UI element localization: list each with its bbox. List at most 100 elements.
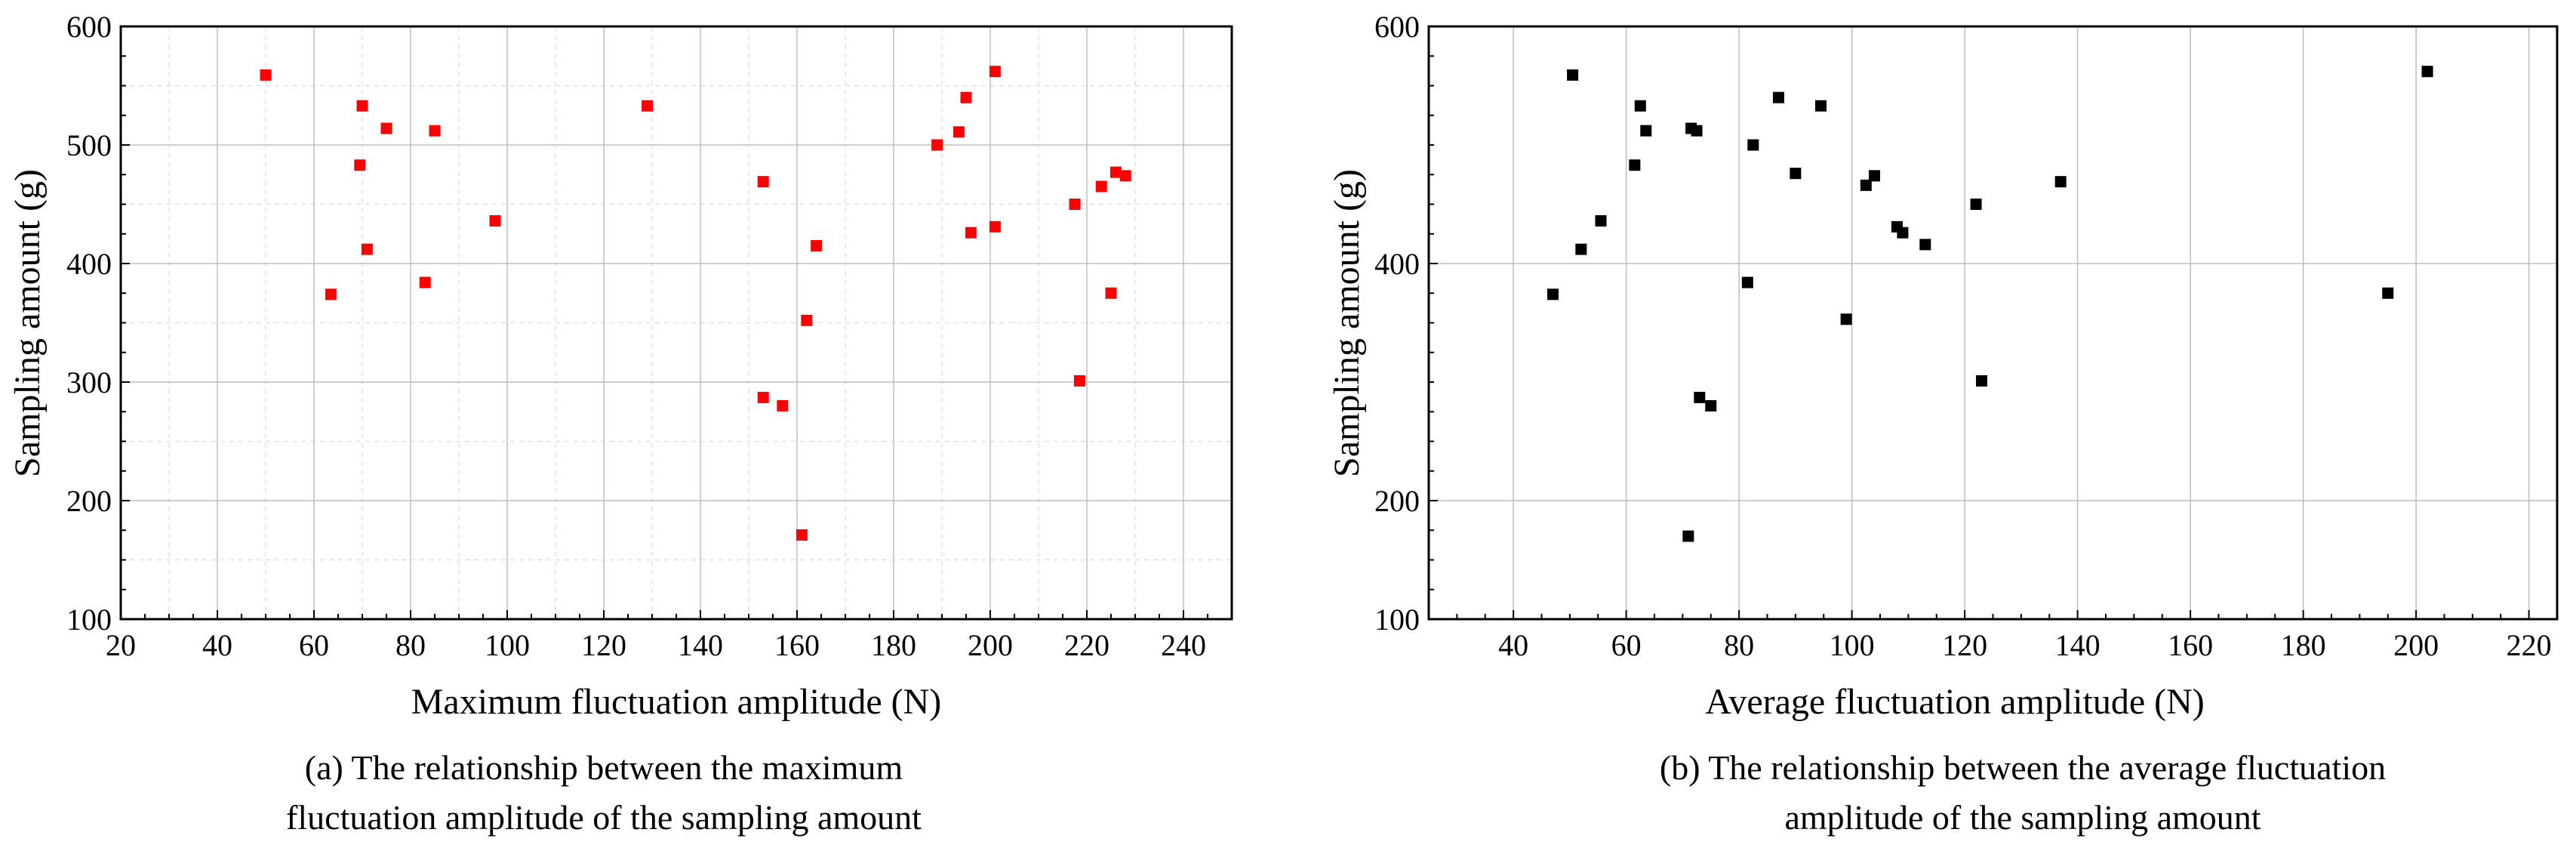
data-point [1682, 530, 1694, 542]
data-point [989, 66, 1001, 78]
data-point [642, 100, 654, 112]
x-tick-label: 40 [202, 628, 232, 662]
panel-a-scatter-plot: 20 40 60 80 100 120 140 160 180 200 220 240 100 200 30… [8, 10, 1233, 837]
data-point [953, 126, 965, 138]
data-point [2421, 66, 2433, 78]
data-point [380, 122, 392, 134]
panel-a-y-axis-label: Sampling amount (g) [8, 169, 48, 477]
data-point [960, 91, 972, 103]
panel-b-data-points [1547, 66, 2433, 542]
data-point [1073, 375, 1085, 387]
data-point [429, 125, 441, 137]
data-point [811, 239, 823, 251]
data-point [965, 227, 977, 239]
data-point [1970, 199, 1982, 210]
x-tick-label: 100 [485, 628, 530, 662]
x-tick-label: 180 [871, 628, 916, 662]
data-point [1919, 239, 1931, 251]
x-tick-label: 120 [1942, 628, 1987, 662]
data-point [1747, 139, 1759, 151]
data-point [1567, 69, 1579, 81]
y-tick-label: 600 [66, 10, 112, 44]
x-tick-label: 180 [2281, 628, 2326, 662]
y-tick-label: 400 [66, 247, 112, 281]
data-point [325, 288, 337, 301]
data-point [2054, 176, 2067, 188]
data-point [1869, 170, 1881, 182]
data-point [1634, 100, 1646, 112]
panel-b-caption-line-2: amplitude of the sampling amount [1784, 798, 2261, 837]
panel-a-plot-frame [119, 25, 1233, 621]
panel-a-data-points [260, 66, 1131, 541]
panel-a-caption-line-1: (a) The relationship between the maximum [305, 748, 903, 787]
y-tick-label: 200 [1374, 484, 1420, 518]
data-point [757, 391, 769, 403]
x-tick-label: 80 [395, 628, 426, 662]
panel-b-scatter-plot: 40 60 80 100 120 140 160 180 200 220100200400600 … [1327, 10, 2559, 837]
x-tick-label: 120 [581, 628, 626, 662]
x-tick-label: 40 [1498, 628, 1528, 662]
data-point [1109, 166, 1122, 178]
x-tick-label: 160 [2168, 628, 2213, 662]
y-tick-label: 400 [1374, 247, 1420, 281]
x-tick-label: 240 [1161, 628, 1206, 662]
data-point [1790, 168, 1802, 180]
panel-b-x-axis-label: Average fluctuation amplitude (N) [1705, 682, 2205, 722]
x-tick-label: 60 [1611, 628, 1642, 662]
panel-b-plot-frame [1427, 25, 2559, 621]
data-point [1741, 276, 1753, 288]
data-point [1976, 375, 1988, 387]
panel-b-caption-line-1: (b) The relationship between the average… [1660, 748, 2386, 787]
y-tick-label: 600 [1374, 10, 1420, 44]
x-tick-label: 80 [1724, 628, 1754, 662]
data-point [1705, 399, 1717, 412]
x-tick-label: 100 [1830, 628, 1875, 662]
data-point [1897, 227, 1909, 239]
data-point [2382, 287, 2394, 299]
panel-a-caption-line-2: fluctuation amplitude of the sampling am… [286, 798, 922, 837]
panel-a-grid [120, 26, 1233, 620]
x-tick-label: 140 [678, 628, 723, 662]
data-point [1575, 243, 1587, 255]
data-point [419, 276, 431, 288]
x-tick-label: 140 [2055, 628, 2101, 662]
x-tick-label: 220 [2507, 628, 2552, 662]
data-point [1119, 170, 1131, 182]
data-point [354, 159, 366, 171]
data-point [489, 214, 501, 227]
data-point [1595, 214, 1607, 227]
data-point [260, 69, 272, 81]
data-point [356, 100, 368, 112]
data-point [1840, 313, 1852, 325]
data-point [1095, 180, 1107, 193]
x-tick-label: 60 [299, 628, 329, 662]
data-point [1815, 100, 1827, 112]
data-point [1547, 288, 1559, 301]
y-tick-label: 100 [66, 603, 112, 637]
x-tick-label: 200 [968, 628, 1013, 662]
y-tick-label: 500 [66, 128, 112, 162]
x-tick-label: 200 [2393, 628, 2439, 662]
data-point [777, 399, 789, 412]
x-tick-label: 20 [106, 628, 136, 662]
data-point [1691, 125, 1703, 137]
x-tick-label: 160 [774, 628, 820, 662]
data-point [931, 139, 943, 151]
data-point [1105, 287, 1117, 299]
panel-b-y-axis-label: Sampling amount (g) [1327, 169, 1367, 477]
panel-b-grid [1429, 26, 2557, 620]
data-point [1069, 199, 1081, 210]
y-tick-label: 200 [66, 484, 112, 518]
data-point [1629, 159, 1641, 171]
x-tick-label: 220 [1064, 628, 1109, 662]
data-point [1772, 91, 1784, 103]
data-point [1860, 179, 1872, 191]
data-point [757, 176, 769, 188]
data-point [989, 220, 1001, 233]
y-tick-label: 100 [1374, 603, 1420, 637]
data-point [796, 529, 808, 541]
panel-a-axis-ticks: 20 40 60 80 100 120 140 160 180 200 220 240 100 200 30… [66, 10, 1233, 662]
panel-a-x-axis-label: Maximum fluctuation amplitude (N) [411, 682, 942, 722]
data-point [801, 314, 813, 326]
